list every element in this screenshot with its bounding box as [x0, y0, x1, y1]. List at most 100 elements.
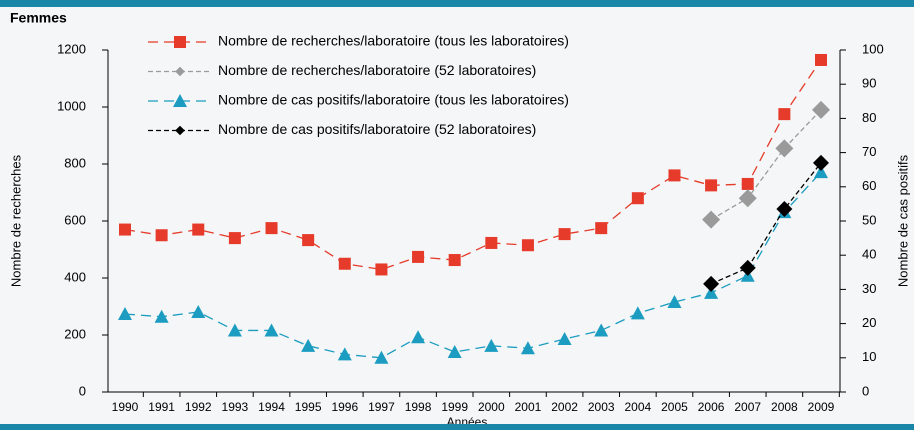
data-point — [338, 257, 351, 270]
top-band — [0, 0, 914, 7]
legend-label: Nombre de cas positifs/laboratoire (tous… — [218, 92, 569, 108]
data-point — [741, 177, 754, 190]
data-point — [484, 338, 499, 352]
y2-tick-label: 90 — [862, 76, 876, 91]
data-point — [412, 250, 425, 263]
x-tick-label: 2007 — [734, 400, 761, 414]
data-point — [228, 232, 241, 245]
data-point — [631, 192, 644, 205]
x-tick-label: 1990 — [112, 400, 139, 414]
legend-marker — [175, 125, 185, 136]
data-point — [813, 154, 829, 171]
x-tick-label: 1991 — [148, 400, 175, 414]
x-tick-label: 2003 — [588, 400, 615, 414]
x-tick-label: 1998 — [405, 400, 432, 414]
legend-marker — [175, 66, 185, 77]
data-point — [227, 323, 242, 337]
x-tick-label: 1996 — [331, 400, 358, 414]
y-tick-label: 1200 — [57, 41, 86, 56]
x-tick-label: 1997 — [368, 400, 395, 414]
x-tick-label: 2006 — [698, 400, 725, 414]
data-point — [374, 350, 389, 364]
y2-axis-title: Nombre de cas positifs — [895, 154, 910, 287]
y2-tick-label: 50 — [862, 212, 876, 227]
data-point — [521, 239, 534, 252]
data-point — [739, 259, 756, 276]
data-point — [448, 254, 461, 267]
data-point — [155, 229, 168, 242]
legend-label: Nombre de recherches/laboratoire (tous l… — [218, 33, 569, 49]
y2-tick-label: 80 — [862, 110, 876, 125]
y-tick-label: 600 — [64, 212, 86, 227]
x-tick-label: 2005 — [661, 400, 688, 414]
data-point — [191, 304, 206, 318]
data-point — [192, 223, 205, 236]
y2-tick-label: 100 — [862, 41, 884, 56]
data-point — [812, 100, 830, 119]
y-tick-label: 400 — [64, 269, 86, 284]
y2-tick-label: 10 — [862, 349, 876, 364]
data-point — [265, 222, 278, 235]
data-point — [705, 179, 718, 192]
data-point — [118, 307, 132, 321]
y-tick-label: 1000 — [57, 98, 86, 113]
series-line — [124, 59, 822, 271]
y2-tick-label: 30 — [862, 281, 876, 296]
x-tick-label: 1995 — [295, 400, 322, 414]
data-point — [814, 165, 828, 179]
data-point — [630, 306, 645, 320]
y2-tick-label: 70 — [862, 144, 876, 159]
data-point — [703, 275, 720, 292]
data-point — [557, 331, 572, 345]
chart-title: Femmes — [10, 10, 67, 26]
legend-label: Nombre de cas positifs/laboratoire (52 l… — [218, 121, 536, 137]
data-point — [702, 210, 721, 229]
data-point — [594, 323, 609, 337]
data-point — [776, 201, 793, 218]
data-point — [668, 169, 681, 182]
y2-tick-label: 0 — [862, 383, 869, 398]
x-tick-label: 2000 — [478, 400, 505, 414]
data-point — [264, 323, 279, 337]
data-point — [447, 344, 462, 358]
y2-tick-label: 20 — [862, 315, 876, 330]
bottom-band — [0, 424, 914, 430]
x-tick-label: 1994 — [258, 400, 285, 414]
x-tick-label: 2001 — [515, 400, 542, 414]
x-tick-label: 1992 — [185, 400, 212, 414]
data-point — [411, 330, 426, 344]
y-axis-title: Nombre de recherches — [8, 154, 23, 287]
x-tick-label: 2004 — [624, 400, 651, 414]
data-point — [375, 263, 388, 276]
data-point — [778, 108, 791, 121]
data-point — [485, 236, 498, 249]
x-tick-label: 2009 — [808, 400, 835, 414]
data-point — [301, 338, 316, 352]
data-point — [595, 222, 608, 235]
legend-marker — [174, 36, 186, 48]
data-point — [775, 139, 794, 158]
series-line — [710, 109, 822, 221]
y-tick-label: 800 — [64, 155, 86, 170]
legend-label: Nombre de recherches/laboratoire (52 lab… — [218, 62, 536, 78]
series-line — [124, 171, 822, 359]
data-point — [520, 341, 535, 355]
data-point — [119, 223, 131, 236]
data-point — [667, 295, 682, 309]
x-tick-label: 1999 — [441, 400, 468, 414]
y-tick-label: 0 — [79, 383, 86, 398]
y2-tick-label: 40 — [862, 247, 876, 262]
legend-marker — [173, 94, 187, 107]
x-tick-label: 2008 — [771, 400, 798, 414]
data-point — [815, 53, 827, 66]
data-point — [302, 234, 315, 247]
y2-tick-label: 60 — [862, 178, 876, 193]
data-point — [738, 189, 757, 208]
x-tick-label: 1993 — [222, 400, 249, 414]
y-tick-label: 200 — [64, 326, 86, 341]
data-point — [704, 285, 719, 299]
data-point — [337, 347, 352, 361]
data-point — [154, 309, 169, 323]
x-tick-label: 2002 — [551, 400, 578, 414]
